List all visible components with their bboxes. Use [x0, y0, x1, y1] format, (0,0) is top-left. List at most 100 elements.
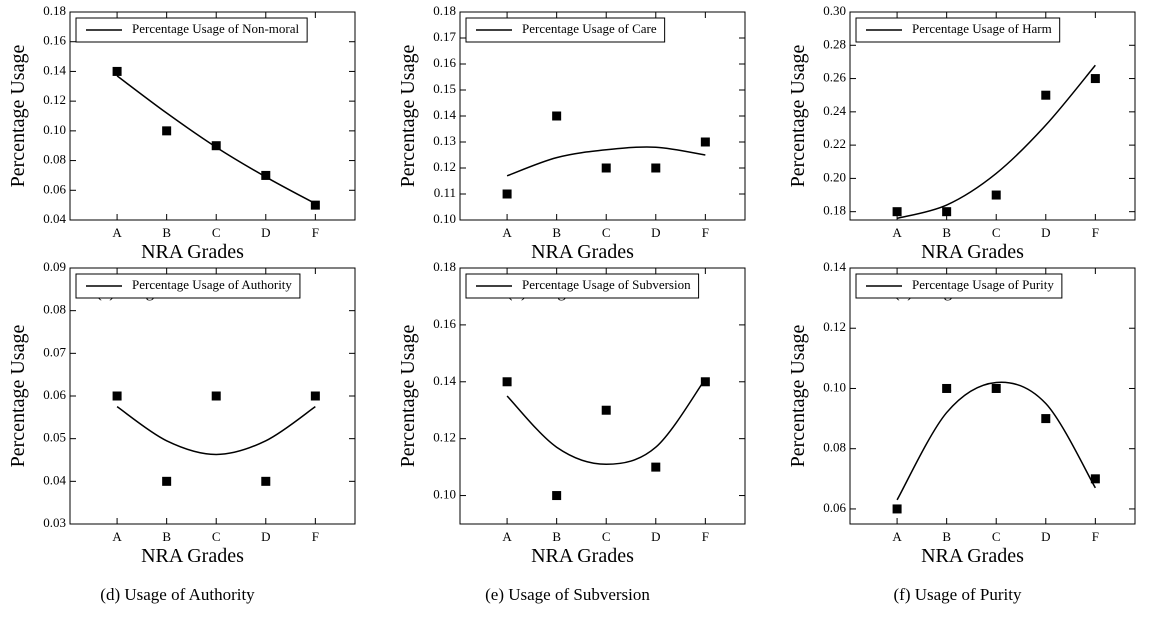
x-tick-label: B	[552, 225, 561, 240]
x-tick-label: B	[162, 225, 171, 240]
y-tick-label: 0.09	[43, 259, 66, 274]
x-tick-label: B	[162, 529, 171, 544]
fit-line	[116, 406, 316, 456]
fit-line	[896, 381, 1096, 501]
y-tick-label: 0.08	[43, 152, 66, 167]
y-tick-label: 0.12	[823, 319, 846, 334]
y-axis-label: Percentage Usage	[7, 45, 29, 188]
subplot: 0.10 0.12 0.14 0.16 0.18 A B C D F NRA Grades Perce…	[397, 259, 746, 604]
data-point	[991, 190, 1001, 200]
data-point	[310, 391, 320, 401]
y-tick-label: 0.10	[433, 487, 456, 502]
y-tick-label: 0.04	[43, 211, 66, 226]
y-tick-label: 0.03	[43, 515, 66, 530]
y-tick-label: 0.05	[43, 430, 66, 445]
x-tick-label: F	[1092, 529, 1099, 544]
data-point	[942, 207, 952, 217]
data-point	[502, 189, 512, 199]
x-tick-label: D	[651, 529, 660, 544]
data-point	[991, 383, 1001, 393]
x-tick-label: D	[651, 225, 660, 240]
y-tick-label: 0.14	[433, 107, 456, 122]
data-point	[1041, 414, 1051, 424]
x-axis-label: NRA Grades	[921, 545, 1024, 567]
data-point	[942, 383, 952, 393]
x-tick-label: D	[261, 529, 270, 544]
data-point	[700, 377, 710, 387]
data-point	[162, 476, 172, 486]
y-tick-label: 0.14	[433, 373, 456, 388]
data-point	[601, 405, 611, 415]
fit-line	[116, 75, 316, 205]
y-tick-label: 0.07	[43, 344, 66, 359]
data-point	[700, 137, 710, 147]
data-point	[651, 462, 661, 472]
x-axis-label: NRA Grades	[141, 545, 244, 567]
subplot: 0.03 0.04 0.05 0.06 0.07 0.08 0.09 A B C D F NRA Gra…	[7, 259, 356, 604]
x-tick-label: D	[261, 225, 270, 240]
data-point	[601, 163, 611, 173]
legend-label: Percentage Usage of Subversion	[522, 277, 691, 292]
y-tick-label: 0.15	[433, 81, 456, 96]
legend-label: Percentage Usage of Harm	[912, 21, 1052, 36]
data-point	[892, 207, 902, 217]
y-tick-label: 0.11	[434, 185, 456, 200]
plot-frame	[849, 11, 1136, 221]
x-tick-label: F	[1092, 225, 1099, 240]
legend-label: Percentage Usage of Care	[522, 21, 657, 36]
fit-line	[506, 146, 706, 177]
x-tick-label: C	[992, 529, 1001, 544]
caption: (e) Usage of Subversion	[485, 585, 650, 604]
x-tick-label: B	[552, 529, 561, 544]
legend-label: Percentage Usage of Non-moral	[132, 21, 300, 36]
y-tick-label: 0.26	[823, 70, 846, 85]
subplot: 0.06 0.08 0.10 0.12 0.14 A B C D F NRA Grades Perce…	[787, 259, 1136, 604]
legend-label: Percentage Usage of Purity	[912, 277, 1054, 292]
x-tick-label: A	[892, 225, 902, 240]
y-tick-label: 0.20	[823, 169, 846, 184]
subplot: 0.18 0.20 0.22 0.24 0.26 0.28 0.30 A B C D F NRA Gra…	[787, 3, 1136, 301]
x-tick-label: B	[942, 529, 951, 544]
plot-frame	[849, 267, 1136, 525]
data-point	[112, 66, 122, 76]
y-tick-label: 0.14	[43, 62, 66, 77]
x-tick-label: A	[892, 529, 902, 544]
caption: (f) Usage of Purity	[894, 585, 1022, 604]
data-point	[211, 141, 221, 151]
x-tick-label: F	[702, 529, 709, 544]
y-tick-label: 0.12	[433, 159, 456, 174]
caption: (d) Usage of Authority	[100, 585, 255, 604]
y-tick-label: 0.10	[433, 211, 456, 226]
legend-label: Percentage Usage of Authority	[132, 277, 292, 292]
data-point	[1090, 474, 1100, 484]
data-point	[211, 391, 221, 401]
y-tick-label: 0.18	[823, 203, 846, 218]
y-tick-label: 0.06	[43, 387, 66, 402]
y-axis-label: Percentage Usage	[787, 325, 809, 468]
plot-frame	[69, 11, 356, 221]
subplot: 0.10 0.11 0.12 0.13 0.14 0.15 0.16 0.17 0.18 A B C D…	[397, 3, 746, 301]
y-tick-label: 0.08	[43, 302, 66, 317]
y-tick-label: 0.22	[823, 136, 846, 151]
y-tick-label: 0.18	[43, 3, 66, 18]
y-tick-label: 0.24	[823, 103, 846, 118]
x-tick-label: A	[502, 225, 512, 240]
x-tick-label: C	[602, 529, 611, 544]
y-tick-label: 0.30	[823, 3, 846, 18]
x-tick-label: F	[702, 225, 709, 240]
fit-line	[896, 64, 1096, 220]
y-tick-label: 0.10	[823, 379, 846, 394]
x-tick-label: A	[112, 529, 122, 544]
data-point	[1090, 74, 1100, 84]
y-axis-label: Percentage Usage	[787, 45, 809, 188]
y-tick-label: 0.08	[823, 440, 846, 455]
x-tick-label: C	[212, 529, 221, 544]
x-tick-label: C	[602, 225, 611, 240]
y-axis-label: Percentage Usage	[7, 325, 29, 468]
y-tick-label: 0.06	[823, 500, 846, 515]
x-tick-label: D	[1041, 529, 1050, 544]
x-tick-label: F	[312, 529, 319, 544]
y-tick-label: 0.12	[433, 430, 456, 445]
plot-frame	[459, 11, 746, 221]
